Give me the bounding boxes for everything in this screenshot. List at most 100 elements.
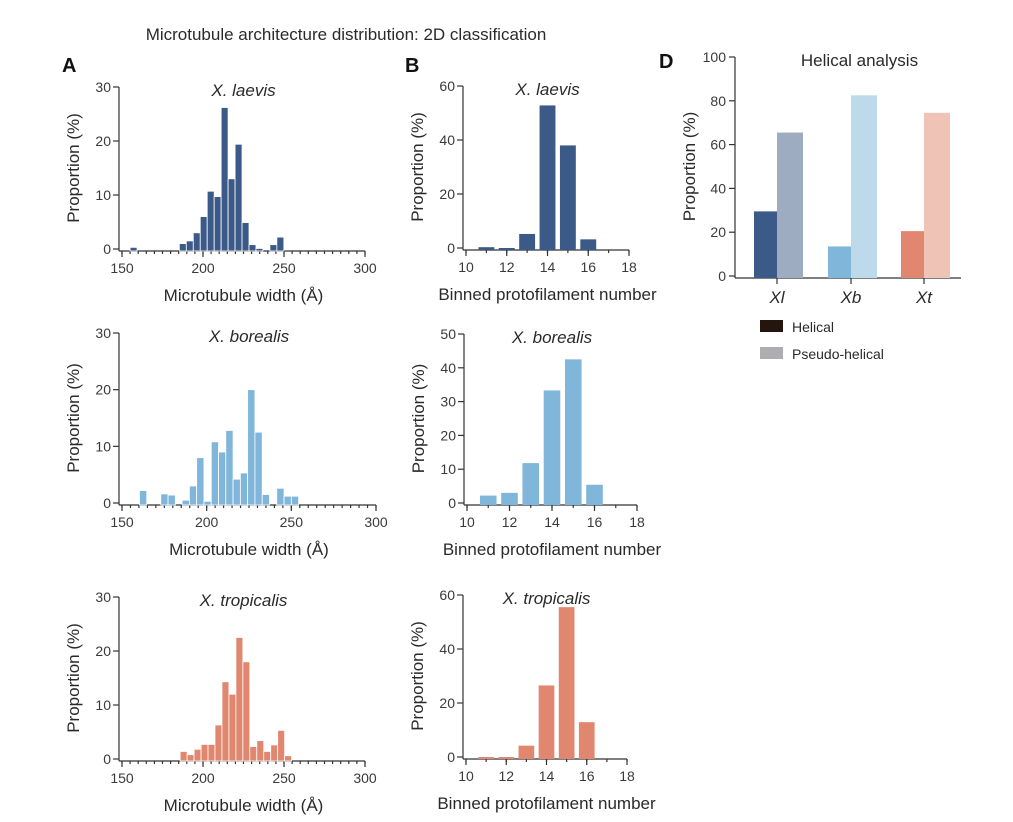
histogram-bar — [199, 216, 208, 252]
histogram-bar — [220, 107, 229, 252]
y-tick-label: 20 — [95, 643, 111, 659]
chart-d: 0 20 40 60 80 100 Proportion (%) Helical analys… — [680, 49, 961, 362]
chart-subtitle: X. laevis — [210, 81, 276, 100]
y-axis-label: Proportion (%) — [64, 363, 83, 473]
y-tick-label: 20 — [439, 695, 455, 711]
bar-pf-11 — [478, 757, 494, 759]
x-axis-label: Binned protofilament number — [437, 794, 656, 813]
histogram-bar — [263, 751, 272, 762]
histogram-bar — [178, 243, 187, 252]
bar-pseudo-helical-xl — [777, 132, 803, 278]
histogram-bar — [188, 485, 198, 506]
y-tick-label: 0 — [103, 495, 111, 511]
bar-helical-xb — [828, 246, 851, 278]
histogram-bar — [181, 499, 190, 506]
histogram-bar — [232, 478, 241, 506]
y-tick-label: 40 — [710, 180, 726, 196]
x-tick-label: 18 — [621, 259, 637, 275]
bar-pf-12 — [501, 492, 518, 505]
histogram-bar — [139, 490, 148, 506]
x-tick-label: 150 — [110, 770, 134, 786]
y-tick-label: 50 — [440, 326, 456, 342]
bar-pf-15 — [558, 607, 575, 759]
y-tick-label: 0 — [447, 240, 455, 256]
chart-b3: 0 20 40 60 10 12 14 16 18 Binned protofilament nu… — [408, 587, 656, 813]
bar-pf-16 — [580, 239, 597, 250]
histogram-bar — [200, 744, 209, 762]
bar-pf-15 — [564, 359, 582, 505]
y-tick-label: 0 — [447, 749, 455, 765]
histogram-bar — [207, 744, 216, 762]
x-tick-label: 250 — [272, 770, 296, 786]
histogram-bar — [228, 693, 237, 762]
y-tick-label: 10 — [95, 187, 111, 203]
panel-letter-b: B — [405, 55, 419, 77]
chart-title: Helical analysis — [801, 51, 918, 70]
y-tick-label: 60 — [439, 587, 455, 603]
histogram-bar — [227, 178, 236, 252]
histogram-bar — [277, 729, 286, 762]
y-axis-label: Proportion (%) — [680, 112, 699, 222]
bar-pf-13 — [522, 463, 540, 505]
x-tick-label: 16 — [587, 514, 603, 530]
x-tick-label: 12 — [502, 514, 518, 530]
bar-pf-14 — [543, 390, 561, 505]
histogram-bar — [129, 246, 138, 252]
bar-pf-15 — [559, 145, 576, 250]
y-tick-label: 20 — [440, 427, 456, 443]
histogram-bar — [269, 244, 278, 252]
legend-swatch-helical — [760, 320, 783, 332]
y-tick-label: 0 — [103, 241, 111, 257]
y-tick-label: 20 — [439, 186, 455, 202]
histogram-bar — [192, 232, 201, 252]
histogram-bar — [284, 755, 293, 762]
x-tick-label: 300 — [353, 260, 377, 276]
chart-a1: 0 10 20 30 150 200 250 300 Microtubule width (Å)… — [64, 79, 377, 305]
y-tick-label: 10 — [440, 461, 456, 477]
x-tick-label: 14 — [539, 768, 555, 784]
x-tick-label: 14 — [540, 259, 556, 275]
histogram-bar — [213, 196, 222, 252]
histogram-bar — [185, 240, 194, 252]
x-tick-label: 200 — [191, 770, 215, 786]
chart-subtitle: X. borealis — [208, 327, 290, 346]
x-axis-label: Binned protofilament number — [443, 540, 662, 559]
histogram-bar — [255, 248, 264, 252]
bar-pseudo-helical-xb — [851, 95, 877, 278]
chart-a2: 0 10 20 30 150 200 250 300 Microtubule width (Å)… — [64, 325, 388, 559]
chart-b1: 0 20 40 60 10 12 14 16 18 Binned protofilament nu… — [408, 78, 657, 304]
bar-helical-xl — [754, 211, 777, 278]
bar-pseudo-helical-xt — [924, 112, 950, 278]
histogram-bar — [160, 493, 169, 506]
y-tick-label: 40 — [440, 360, 456, 376]
x-axis-label: Binned protofilament number — [438, 285, 657, 304]
x-axis-label: Microtubule width (Å) — [164, 286, 324, 305]
x-tick-label: 200 — [195, 514, 219, 530]
x-axis-label: Microtubule width (Å) — [164, 796, 324, 815]
y-tick-label: 40 — [439, 641, 455, 657]
histogram-bar — [225, 430, 234, 506]
y-tick-label: 20 — [95, 133, 111, 149]
histogram-bar — [270, 744, 279, 762]
chart-a3: 0 10 20 30 150 200 250 300 Microtubule width (Å)… — [64, 589, 377, 815]
x-axis-label: Microtubule width (Å) — [169, 540, 329, 559]
y-axis-label: Proportion (%) — [408, 621, 427, 731]
x-tick-label: 250 — [280, 514, 304, 530]
x-tick-label: 16 — [579, 768, 595, 784]
bar-helical-xt — [901, 231, 924, 278]
chart-subtitle: X. tropicalis — [502, 589, 591, 608]
legend-swatch-pseudo-helical — [760, 347, 783, 359]
y-tick-label: 0 — [103, 751, 111, 767]
x-tick-label: 300 — [364, 514, 388, 530]
x-tick-label: 10 — [458, 259, 474, 275]
histogram-bar — [167, 494, 176, 506]
histogram-bar — [203, 500, 212, 506]
bar-pf-12 — [498, 248, 515, 250]
histogram-bar — [206, 190, 215, 252]
histogram-bar — [261, 494, 270, 506]
bar-pf-16 — [586, 484, 603, 505]
histogram-bar — [247, 389, 256, 506]
y-tick-label: 0 — [718, 268, 726, 284]
bar-pf-14 — [538, 685, 555, 759]
